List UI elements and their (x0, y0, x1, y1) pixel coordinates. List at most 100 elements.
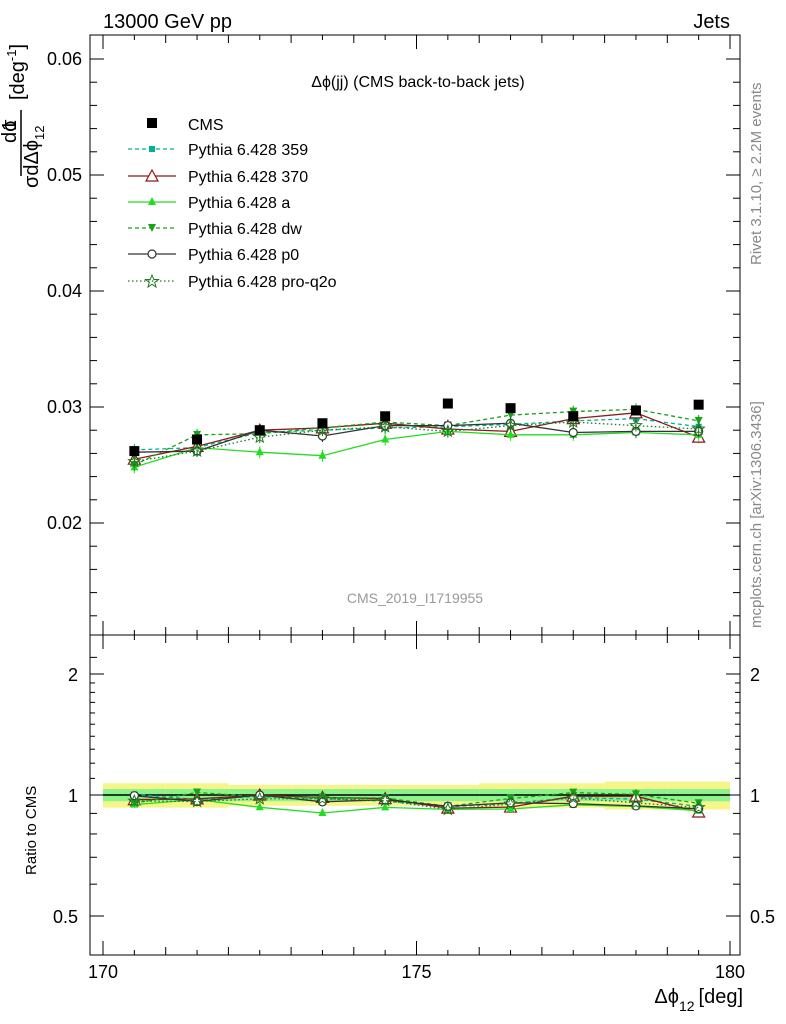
legend-marker-p0 (147, 249, 157, 259)
ylabel-denominator: σdΔϕ12 (21, 126, 47, 189)
y-tick-label: 0.06 (47, 49, 82, 69)
legend-label-370: Pythia 6.428 370 (188, 169, 308, 186)
marker-triangle-up (255, 802, 264, 811)
legend-label-p0: Pythia 6.428 p0 (188, 247, 299, 264)
marker-star (566, 790, 581, 805)
marker-star (440, 424, 455, 438)
marker-triangle-up (318, 807, 327, 816)
cms-point (254, 425, 265, 436)
rivet-label: Rivet 3.1.10, ≥ 2.2M events (748, 83, 765, 266)
legend-marker-q2o (144, 273, 160, 289)
ratio-line (134, 791, 699, 807)
legend-label-cms: CMS (188, 117, 224, 134)
x-tick-label: 170 (88, 962, 118, 982)
main-axis-ticks: 0.02 0.03 0.04 0.05 0.06 (47, 49, 740, 617)
marker-star (378, 793, 393, 807)
mcplots-label: mcplots.cern.ch [arXiv:1306.3436] (748, 401, 765, 628)
series-sa (130, 425, 703, 474)
ratio-tick-label-right: 2 (750, 665, 760, 685)
legend-marker-370 (144, 168, 160, 182)
marker-star (628, 795, 644, 809)
legend-marker-a (148, 197, 156, 205)
series-sq2o (127, 414, 706, 468)
marker-star (503, 796, 518, 810)
ylabel-den-sub: 12 (32, 126, 47, 140)
main-series-group (127, 398, 706, 474)
marker-star (252, 791, 267, 805)
marker-circle-open (568, 427, 578, 438)
legend-label-dw: Pythia 6.428 dw (188, 221, 302, 238)
series-line (134, 408, 699, 466)
series-sdw (130, 403, 703, 471)
ratio-series-group (127, 787, 706, 818)
marker-circle-open (694, 804, 704, 814)
ratio-tick-label: 0.5 (53, 907, 78, 927)
series-cms (129, 398, 704, 457)
ratio-line (134, 798, 699, 814)
cms-point (630, 405, 641, 416)
ylabel-sigma-top: σ (0, 119, 21, 132)
marker-triangle-up (506, 429, 515, 438)
ylabel-numerator: dσ (0, 119, 21, 143)
marker-triangle-up (318, 450, 327, 459)
marker-triangle-down (694, 416, 703, 425)
marker-triangle-up (255, 447, 264, 456)
marker-star (503, 418, 518, 432)
ylabel-unit: [deg-1] (4, 44, 29, 100)
marker-star (628, 418, 644, 432)
legend-marker-cms (147, 118, 157, 128)
y-tick-label: 0.05 (47, 165, 82, 185)
ylabel-d-top: d (0, 132, 21, 143)
marker-star (691, 421, 706, 436)
watermark: CMS_2019_I1719955 (347, 590, 483, 606)
ratio-axis-ticks: 0.5 0.5 1 1 2 2 (53, 656, 775, 927)
cms-point (380, 411, 391, 422)
cms-point (442, 398, 453, 409)
ratio-ylabel: Ratio to CMS (23, 786, 40, 875)
x-axis-ticks: 170 175 180 (88, 35, 745, 982)
y-tick-label: 0.02 (47, 513, 82, 533)
cms-point (317, 418, 328, 429)
marker-star (252, 429, 267, 444)
ratio-tick-label: 1 (68, 786, 78, 806)
cms-point (505, 403, 516, 414)
cms-point (192, 434, 203, 445)
legend-marker-359 (149, 146, 155, 152)
ylabel-den: dΔϕ (21, 140, 43, 176)
header-right: Jets (693, 11, 730, 33)
x-axis-label: Δϕ12 [deg] (654, 986, 743, 1014)
series-line (134, 430, 699, 468)
xlabel-main: Δϕ (654, 986, 679, 1008)
ylabel-num: 1 (0, 120, 21, 131)
marker-star (691, 800, 706, 814)
legend-marker-dw (148, 224, 156, 232)
marker-triangle-down (694, 799, 703, 808)
y-tick-label: 0.04 (47, 281, 82, 301)
legend: CMS Pythia 6.428 359 Pythia 6.428 370 Py… (128, 117, 337, 291)
cms-point (693, 399, 704, 410)
x-tick-label: 180 (715, 962, 745, 982)
marker-star (189, 794, 205, 808)
main-ylabel: 1 d dσ σdΔϕ12 [deg-1] (0, 44, 47, 188)
xlabel-sub: 12 (679, 998, 695, 1014)
ratio-tick-label-right: 1 (750, 786, 760, 806)
x-tick-label: 175 (401, 962, 431, 982)
marker-star (315, 791, 330, 805)
ylabel-unit-open: [deg (7, 61, 29, 100)
legend-label-a: Pythia 6.428 a (188, 195, 290, 212)
series-line (134, 417, 699, 451)
marker-star (189, 443, 205, 458)
ratio-tick-label: 2 (68, 665, 78, 685)
marker-star (440, 802, 455, 816)
legend-label-q2o: Pythia 6.428 pro-q2o (188, 274, 337, 291)
ylabel-sigma: σ (21, 175, 43, 188)
marker-triangle-up (381, 434, 390, 443)
cms-point (129, 446, 140, 457)
series-line (134, 421, 699, 463)
header-left: 13000 GeV pp (103, 11, 232, 33)
series-line (134, 422, 699, 453)
marker-triangle-down (193, 788, 202, 797)
ylabel-unit-close: ] (7, 44, 29, 50)
xlabel-unit: [deg] (699, 986, 743, 1008)
